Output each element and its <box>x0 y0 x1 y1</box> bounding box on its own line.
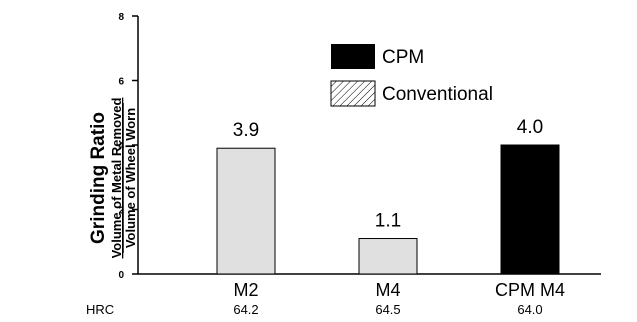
y-axis-title: Grinding Ratio <box>88 112 109 244</box>
bar-cpm-m4 <box>500 144 560 275</box>
y-axis-fraction: Volume of Metal Removed Volume of Wheel … <box>109 98 138 259</box>
y-ticks: 0 2 4 6 8 <box>118 12 138 281</box>
legend-label-cpm: CPM <box>382 47 424 68</box>
y-tick-label: 0 <box>118 270 124 281</box>
y-axis-numerator: Volume of Metal Removed <box>109 98 124 259</box>
hrc-value: 64.5 <box>375 302 400 317</box>
y-tick-label: 4 <box>118 141 124 152</box>
category-label: M4 <box>375 280 400 300</box>
legend: CPM Conventional <box>330 44 493 107</box>
bar-value-label: 4.0 <box>517 117 543 138</box>
legend-swatch-conventional <box>330 80 376 107</box>
bars: 3.9 1.1 4.0 <box>216 117 560 275</box>
y-axis-label: Grinding Ratio <box>88 112 109 244</box>
y-axis-denominator: Volume of Wheel Worn <box>123 108 138 248</box>
bar-m4 <box>358 238 418 275</box>
y-tick-label: 8 <box>118 12 124 23</box>
category-label: M2 <box>233 280 258 300</box>
hrc-label: HRC <box>86 302 114 317</box>
category-label: CPM M4 <box>495 280 565 300</box>
y-tick-label: 6 <box>118 77 124 88</box>
hrc-value: 64.0 <box>517 302 542 317</box>
bar-m2 <box>216 147 276 275</box>
y-tick-label: 2 <box>118 206 124 217</box>
bar-value-label: 1.1 <box>375 211 401 232</box>
bar-value-label: 3.9 <box>233 120 259 141</box>
legend-label-conventional: Conventional <box>382 84 493 105</box>
category-labels: M2 M4 CPM M4 <box>233 280 565 300</box>
legend-swatch-cpm <box>331 44 375 69</box>
hrc-value: 64.2 <box>233 302 258 317</box>
hrc-values: 64.2 64.5 64.0 <box>233 302 542 317</box>
